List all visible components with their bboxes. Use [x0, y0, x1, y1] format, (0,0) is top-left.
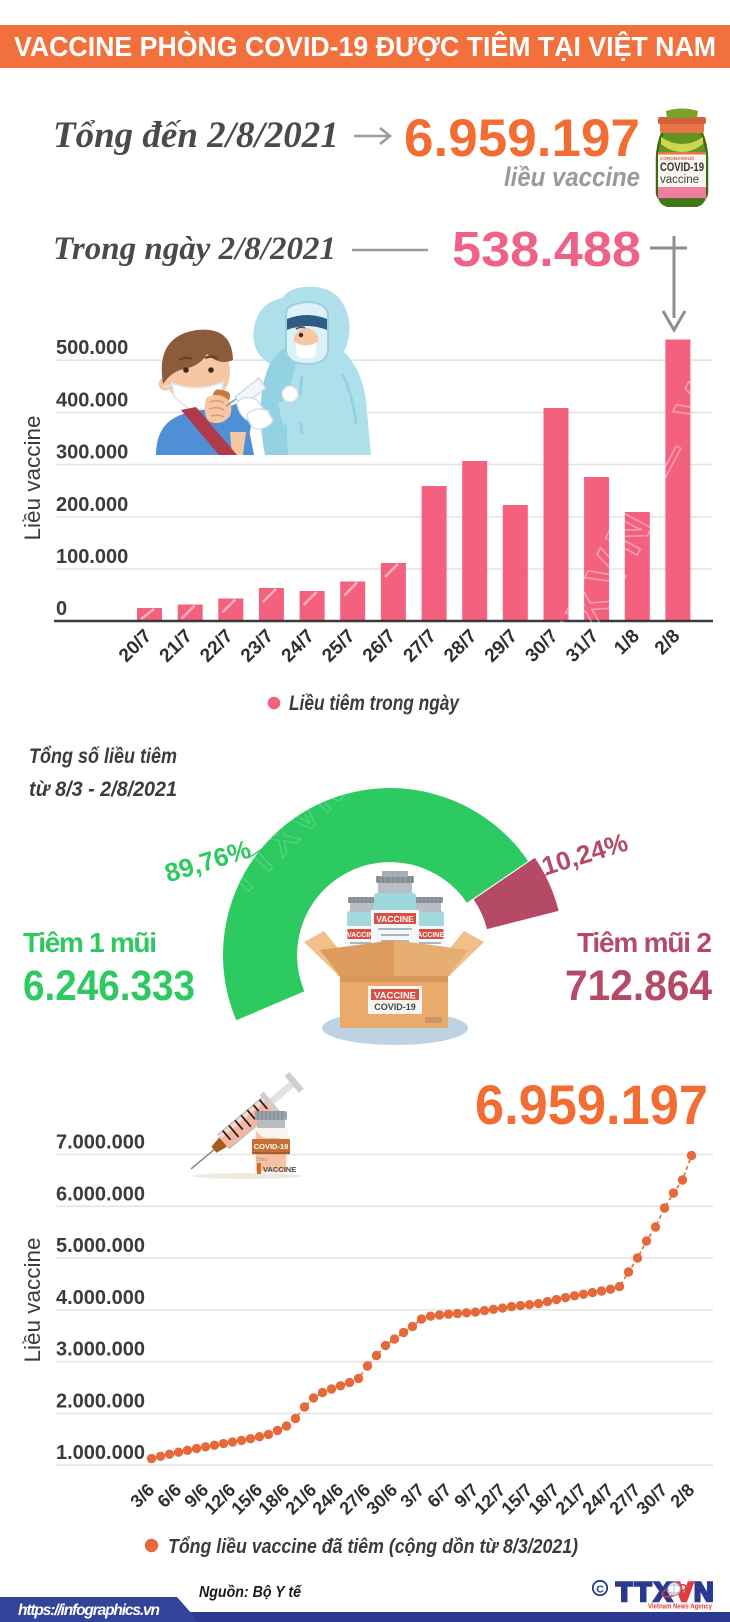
- svg-text:0: 0: [56, 598, 67, 620]
- svg-text:https://infographics.vn: https://infographics.vn: [18, 1602, 160, 1619]
- svg-text:200.000: 200.000: [56, 494, 128, 516]
- svg-text:400.000: 400.000: [56, 389, 128, 411]
- svg-text:COVID-19: COVID-19: [374, 1002, 416, 1012]
- svg-text:4.000.000: 4.000.000: [56, 1287, 145, 1309]
- svg-text:T: T: [635, 1577, 652, 1607]
- svg-text:COVID-19: COVID-19: [660, 162, 704, 174]
- svg-text:Tổng đến 2/8/2021: Tổng đến 2/8/2021: [53, 115, 339, 156]
- svg-text:từ 8/3 - 2/8/2021: từ 8/3 - 2/8/2021: [29, 778, 177, 801]
- svg-text:712.864: 712.864: [565, 962, 712, 1010]
- svg-text:VACCINE PHÒNG COVID-19 ĐƯỢC TI: VACCINE PHÒNG COVID-19 ĐƯỢC TIÊM TẠI VIỆ…: [14, 31, 716, 62]
- svg-text:6.246.333: 6.246.333: [23, 962, 195, 1010]
- svg-text:Liều vaccine: Liều vaccine: [20, 1237, 45, 1362]
- svg-text:Liều vaccine: Liều vaccine: [20, 415, 45, 540]
- svg-text:Trong ngày 2/8/2021: Trong ngày 2/8/2021: [53, 231, 336, 267]
- svg-text:2.000.000: 2.000.000: [56, 1390, 145, 1412]
- svg-text:5.000.000: 5.000.000: [56, 1235, 145, 1257]
- svg-text:Liều tiêm trong ngày: Liều tiêm trong ngày: [289, 692, 460, 715]
- svg-text:300.000: 300.000: [56, 442, 128, 464]
- svg-text:VACCINE: VACCINE: [374, 991, 416, 1002]
- svg-text:Tổng số liều tiêm: Tổng số liều tiêm: [29, 745, 177, 768]
- svg-text:1.000.000: 1.000.000: [56, 1442, 145, 1464]
- svg-text:Tiêm mũi 2: Tiêm mũi 2: [577, 927, 712, 958]
- svg-text:T: T: [616, 1577, 633, 1607]
- svg-text:6.000.000: 6.000.000: [56, 1183, 145, 1205]
- svg-text:7.000.000: 7.000.000: [56, 1132, 145, 1154]
- svg-text:C: C: [596, 1584, 604, 1596]
- svg-text:3.000.000: 3.000.000: [56, 1339, 145, 1361]
- svg-text:Vietnam News Agency: Vietnam News Agency: [648, 1602, 712, 1611]
- svg-text:Tổng liều vaccine đã tiêm (cộn: Tổng liều vaccine đã tiêm (cộng dồn từ 8…: [168, 1536, 578, 1558]
- svg-text:6.959.197: 6.959.197: [475, 1073, 708, 1136]
- svg-text:VACCINE: VACCINE: [263, 1165, 296, 1174]
- svg-text:500.000: 500.000: [56, 337, 128, 359]
- svg-text:CORONAVIRUS: CORONAVIRUS: [660, 156, 694, 161]
- svg-text:538.488: 538.488: [452, 223, 641, 277]
- svg-text:Nguồn: Bộ Y tế: Nguồn: Bộ Y tế: [199, 1584, 303, 1601]
- svg-text:N: N: [694, 1577, 714, 1607]
- svg-text:100.000: 100.000: [56, 546, 128, 568]
- svg-text:VACCINE: VACCINE: [413, 932, 444, 939]
- svg-text:Tiêm 1 mũi: Tiêm 1 mũi: [23, 927, 157, 958]
- svg-text:VACCINE: VACCINE: [347, 932, 378, 939]
- svg-text:VACCINE: VACCINE: [376, 914, 414, 924]
- svg-text:10ml: 10ml: [256, 1157, 267, 1163]
- svg-text:COVID-19: COVID-19: [254, 1142, 289, 1151]
- svg-text:6.959.197: 6.959.197: [404, 109, 640, 168]
- svg-text:vaccine: vaccine: [660, 174, 699, 186]
- svg-text:liều vaccine: liều vaccine: [504, 162, 640, 192]
